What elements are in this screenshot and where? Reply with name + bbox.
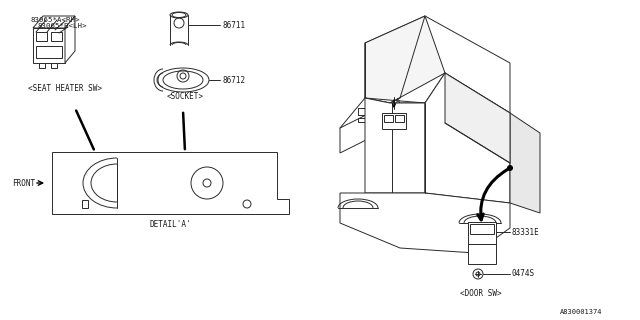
Bar [36, 46, 62, 58]
Text: 83065*B<LH>: 83065*B<LH> [37, 23, 86, 29]
Polygon shape [365, 98, 425, 193]
Text: <SOCKET>: <SOCKET> [167, 92, 204, 100]
Polygon shape [365, 16, 445, 103]
Polygon shape [365, 16, 510, 113]
Text: 83065*A<RH>: 83065*A<RH> [30, 17, 79, 23]
Polygon shape [340, 98, 425, 153]
Bar [468, 244, 496, 264]
Polygon shape [33, 16, 75, 28]
Bar [358, 118, 382, 122]
Circle shape [508, 165, 513, 171]
Bar [36, 32, 47, 41]
Text: 0474S: 0474S [512, 269, 535, 278]
Bar [39, 63, 45, 68]
Polygon shape [52, 152, 289, 214]
Text: 83331E: 83331E [512, 228, 540, 236]
Text: A: A [396, 98, 400, 104]
Polygon shape [33, 28, 65, 63]
Bar [358, 108, 382, 115]
Text: 86711: 86711 [222, 20, 245, 29]
Text: A830001374: A830001374 [560, 309, 602, 315]
Bar [51, 32, 62, 41]
Bar [382, 113, 406, 129]
Text: <SEAT HEATER SW>: <SEAT HEATER SW> [28, 84, 102, 92]
Bar [51, 63, 57, 68]
Text: DETAIL'A': DETAIL'A' [149, 220, 191, 228]
Bar [395, 115, 404, 122]
Polygon shape [65, 16, 75, 63]
Polygon shape [445, 73, 510, 163]
Polygon shape [425, 73, 510, 203]
Text: FRONT: FRONT [12, 179, 35, 188]
Polygon shape [340, 193, 510, 253]
Bar [468, 222, 496, 244]
Bar [384, 115, 393, 122]
Bar [82, 200, 88, 208]
Text: <DOOR SW>: <DOOR SW> [460, 290, 502, 299]
Bar [470, 224, 494, 234]
Polygon shape [510, 113, 540, 213]
Text: 86712: 86712 [222, 76, 245, 84]
